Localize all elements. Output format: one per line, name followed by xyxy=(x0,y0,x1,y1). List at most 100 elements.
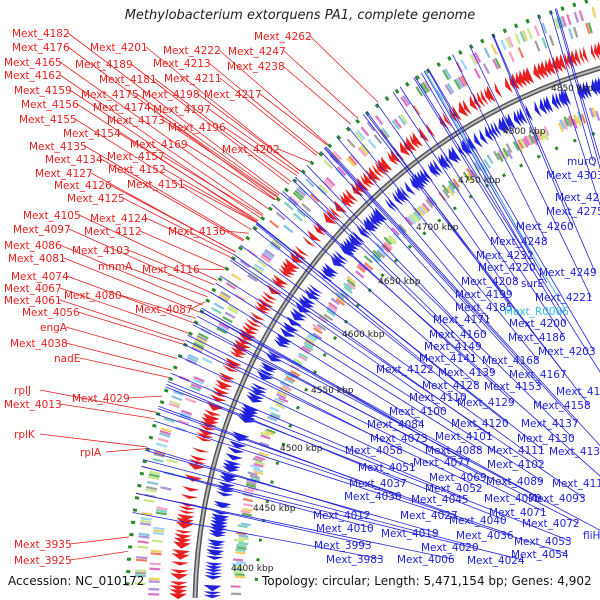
gene-label[interactable]: Mext_4159 xyxy=(14,85,72,97)
gene-label[interactable]: Mext_4056 xyxy=(22,307,80,319)
gene-label[interactable]: Mext_4181 xyxy=(99,74,157,86)
gene-label[interactable]: Mext_4127 xyxy=(35,168,93,180)
gene-label[interactable]: Mext_4038 xyxy=(10,338,68,350)
gene-label[interactable]: Mext_4086 xyxy=(4,240,62,252)
gene-label[interactable]: Mext_4132 xyxy=(549,446,600,458)
gene-label[interactable]: Mext_4200 xyxy=(509,318,567,330)
gene-label[interactable]: Mext_4198 xyxy=(142,89,200,101)
gene-label[interactable]: Mext_4006 xyxy=(397,554,455,566)
gene-label[interactable]: Mext_4129 xyxy=(457,397,515,409)
gene-label[interactable]: Mext_4080 xyxy=(64,290,122,302)
gene-label[interactable]: Mext_3993 xyxy=(314,540,372,552)
gene-label[interactable]: Mext_4186 xyxy=(508,332,566,344)
gene-label[interactable]: Mext_4139 xyxy=(438,367,496,379)
gene-label[interactable]: Mext_4160 xyxy=(429,329,487,341)
gene-label[interactable]: Mext_4182 xyxy=(12,28,70,40)
gene-label[interactable]: mnmA xyxy=(98,261,133,273)
gene-label[interactable]: Mext_4073 xyxy=(370,433,428,445)
gene-label[interactable]: Mext_4125 xyxy=(67,193,125,205)
gene-label[interactable]: Mext_4303 xyxy=(546,170,600,182)
gene-label[interactable]: Mext_4074 xyxy=(11,271,69,283)
gene-label[interactable]: murQ xyxy=(567,156,596,168)
gene-label[interactable]: Mext_4162 xyxy=(4,70,62,82)
gene-label[interactable]: Mext_R0066 xyxy=(504,306,569,318)
gene-label[interactable]: Mext_4101 xyxy=(435,431,493,443)
gene-label[interactable]: Mext_4081 xyxy=(8,253,66,265)
gene-label[interactable]: Mext_4067 xyxy=(4,283,62,295)
gene-label[interactable]: Mext_4102 xyxy=(487,459,545,471)
gene-label[interactable]: Mext_4087 xyxy=(135,304,193,316)
gene-label[interactable]: rplA xyxy=(80,447,102,459)
gene-label[interactable]: Mext_4112 xyxy=(84,226,142,238)
gene-label[interactable]: Mext_4189 xyxy=(75,59,133,71)
gene-label[interactable]: Mext_4199 xyxy=(455,289,513,301)
gene-label[interactable]: Mext_4167 xyxy=(509,369,567,381)
gene-label[interactable]: Mext_4157 xyxy=(107,151,165,163)
gene-label[interactable]: Mext_4054 xyxy=(511,549,569,561)
gene-label[interactable]: Mext_4136 xyxy=(168,226,226,238)
gene-label[interactable]: Mext_4100 xyxy=(389,406,447,418)
gene-label[interactable]: Mext_4165 xyxy=(4,57,62,69)
gene-label[interactable]: Mext_4110 xyxy=(409,392,467,404)
gene-label[interactable]: Mext_4113 xyxy=(552,478,600,490)
gene-label[interactable]: Mext_3983 xyxy=(326,554,384,566)
gene-label[interactable]: Mext_4120 xyxy=(451,418,509,430)
gene-label[interactable]: Mext_4093 xyxy=(528,493,586,505)
gene-label[interactable]: Mext_4024 xyxy=(467,555,525,567)
gene-label[interactable]: Mext_4262 xyxy=(254,31,312,43)
gene-label[interactable]: Mext_4156 xyxy=(21,99,79,111)
gene-label[interactable]: Mext_4201 xyxy=(90,42,148,54)
gene-label[interactable]: Mext_4174 xyxy=(93,102,151,114)
gene-label[interactable]: Mext_4130 xyxy=(517,433,575,445)
gene-label[interactable]: Mext_3935 xyxy=(14,539,72,551)
gene-label[interactable]: Mext_4260 xyxy=(516,221,574,233)
gene-label[interactable]: surE xyxy=(521,278,544,290)
gene-label[interactable]: Mext_4171 xyxy=(433,314,491,326)
gene-label[interactable]: Mext_4036 xyxy=(456,530,514,542)
gene-label[interactable]: Mext_4141 xyxy=(419,353,477,365)
gene-label[interactable]: Mext_4124 xyxy=(90,213,148,225)
gene-label[interactable]: Mext_4088 xyxy=(425,445,483,457)
gene-label[interactable]: Mext_4010 xyxy=(316,523,374,535)
gene-label[interactable]: Mext_4128 xyxy=(422,380,480,392)
gene-label[interactable]: Mext_4249 xyxy=(539,267,597,279)
gene-label[interactable]: Mext_4019 xyxy=(381,528,439,540)
gene-label[interactable]: Mext_4135 xyxy=(29,141,87,153)
gene-label[interactable]: Mext_4208 xyxy=(461,276,519,288)
gene-label[interactable]: Mext_4137 xyxy=(521,418,579,430)
gene-label[interactable]: Mext_4217 xyxy=(204,89,262,101)
gene-label[interactable]: Mext_4173 xyxy=(107,115,165,127)
gene-label[interactable]: Mext_4116 xyxy=(142,264,200,276)
gene-label[interactable]: Mext_4040 xyxy=(449,515,507,527)
gene-label[interactable]: Mext_4152 xyxy=(108,164,166,176)
gene-label[interactable]: Mext_4061 xyxy=(4,295,62,307)
gene-label[interactable]: Mext_4177 xyxy=(556,386,600,398)
gene-label[interactable]: Mext_4058 xyxy=(345,445,403,457)
gene-label[interactable]: Mext_4196 xyxy=(168,122,226,134)
gene-label[interactable]: Mext_4285 xyxy=(555,192,600,204)
gene-label[interactable]: Mext_4013 xyxy=(4,399,62,411)
gene-label[interactable]: Mext_4051 xyxy=(358,462,416,474)
gene-label[interactable]: Mext_4069 xyxy=(429,472,487,484)
gene-label[interactable]: Mext_4151 xyxy=(127,179,185,191)
gene-label[interactable]: Mext_4103 xyxy=(72,245,130,257)
gene-label[interactable]: Mext_4222 xyxy=(163,45,221,57)
gene-label[interactable]: Mext_4155 xyxy=(19,114,77,126)
gene-label[interactable]: Mext_4084 xyxy=(367,419,425,431)
gene-label[interactable]: Mext_4149 xyxy=(424,341,482,353)
gene-label[interactable]: Mext_4070 xyxy=(484,493,542,505)
gene-label[interactable]: Mext_4175 xyxy=(81,89,139,101)
gene-label[interactable]: Mext_4247 xyxy=(228,46,286,58)
gene-label[interactable]: Mext_4275 xyxy=(546,206,600,218)
gene-label[interactable]: Mext_4238 xyxy=(227,61,285,73)
gene-label[interactable]: Mext_4030 xyxy=(344,491,402,503)
gene-label[interactable]: Mext_4126 xyxy=(54,180,112,192)
gene-label[interactable]: Mext_4202 xyxy=(222,144,280,156)
gene-label[interactable]: Mext_4122 xyxy=(376,364,434,376)
gene-label[interactable]: Mext_4220 xyxy=(478,262,536,274)
gene-label[interactable]: Mext_4072 xyxy=(522,518,580,530)
gene-label[interactable]: Mext_4012 xyxy=(313,510,371,522)
gene-label[interactable]: Mext_4134 xyxy=(45,154,103,166)
gene-label[interactable]: Mext_4089 xyxy=(486,476,544,488)
gene-label[interactable]: Mext_4111 xyxy=(487,445,545,457)
